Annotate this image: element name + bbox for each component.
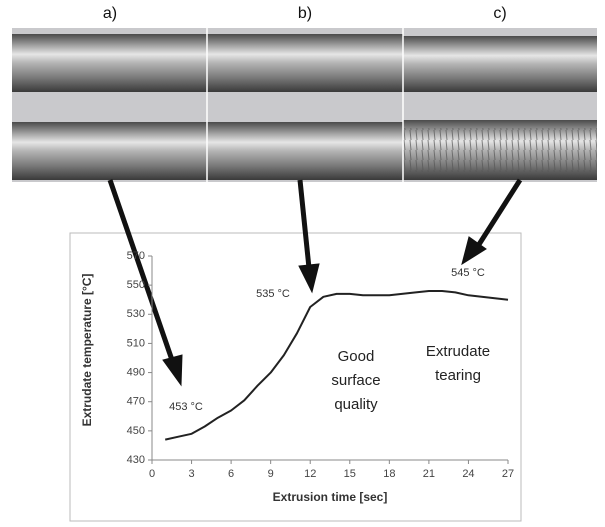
arrows: [107, 178, 523, 387]
y-tick-label: 570: [127, 250, 145, 262]
x-tick-label: 27: [502, 468, 514, 480]
x-tick-label: 24: [462, 468, 474, 480]
panel-label: a): [103, 5, 117, 22]
tearing-texture: [403, 128, 597, 172]
annotation: Extrudate: [426, 343, 490, 360]
annotation: surface: [331, 372, 380, 389]
annotation: 453 °C: [169, 401, 203, 413]
y-tick-label: 530: [127, 308, 145, 320]
annotation: tearing: [435, 367, 481, 384]
x-axis-title: Extrusion time [sec]: [273, 490, 388, 504]
y-tick-label: 450: [127, 425, 145, 437]
arrow: [107, 179, 175, 361]
arrow-head: [162, 354, 183, 387]
annotation: quality: [334, 396, 378, 413]
temperature-line: [164, 290, 509, 441]
panel-label: b): [298, 5, 312, 22]
x-tick-label: 9: [268, 468, 274, 480]
tube: [403, 36, 597, 92]
annotation: Good: [338, 348, 375, 365]
photos: a) b) c): [12, 5, 597, 182]
y-tick-label: 490: [127, 366, 145, 378]
annotation: 535 °C: [256, 288, 290, 300]
annotation: 545 °C: [451, 267, 485, 279]
y-axis-title: Extrudate temperature [°C]: [80, 274, 94, 427]
x-tick-label: 3: [188, 468, 194, 480]
arrow: [475, 178, 523, 248]
arrow: [297, 179, 312, 269]
x-tick-label: 0: [149, 468, 155, 480]
x-tick-label: 12: [304, 468, 316, 480]
y-tick-label: 550: [127, 279, 145, 291]
y-tick-label: 430: [127, 454, 145, 466]
x-tick-label: 6: [228, 468, 234, 480]
panel-label: c): [493, 5, 506, 22]
arrow-head: [461, 236, 487, 266]
y-tick-label: 510: [127, 337, 145, 349]
arrow-head: [298, 263, 320, 294]
x-tick-label: 21: [423, 468, 435, 480]
x-tick-label: 18: [383, 468, 395, 480]
x-tick-label: 15: [344, 468, 356, 480]
y-tick-label: 470: [127, 396, 145, 408]
